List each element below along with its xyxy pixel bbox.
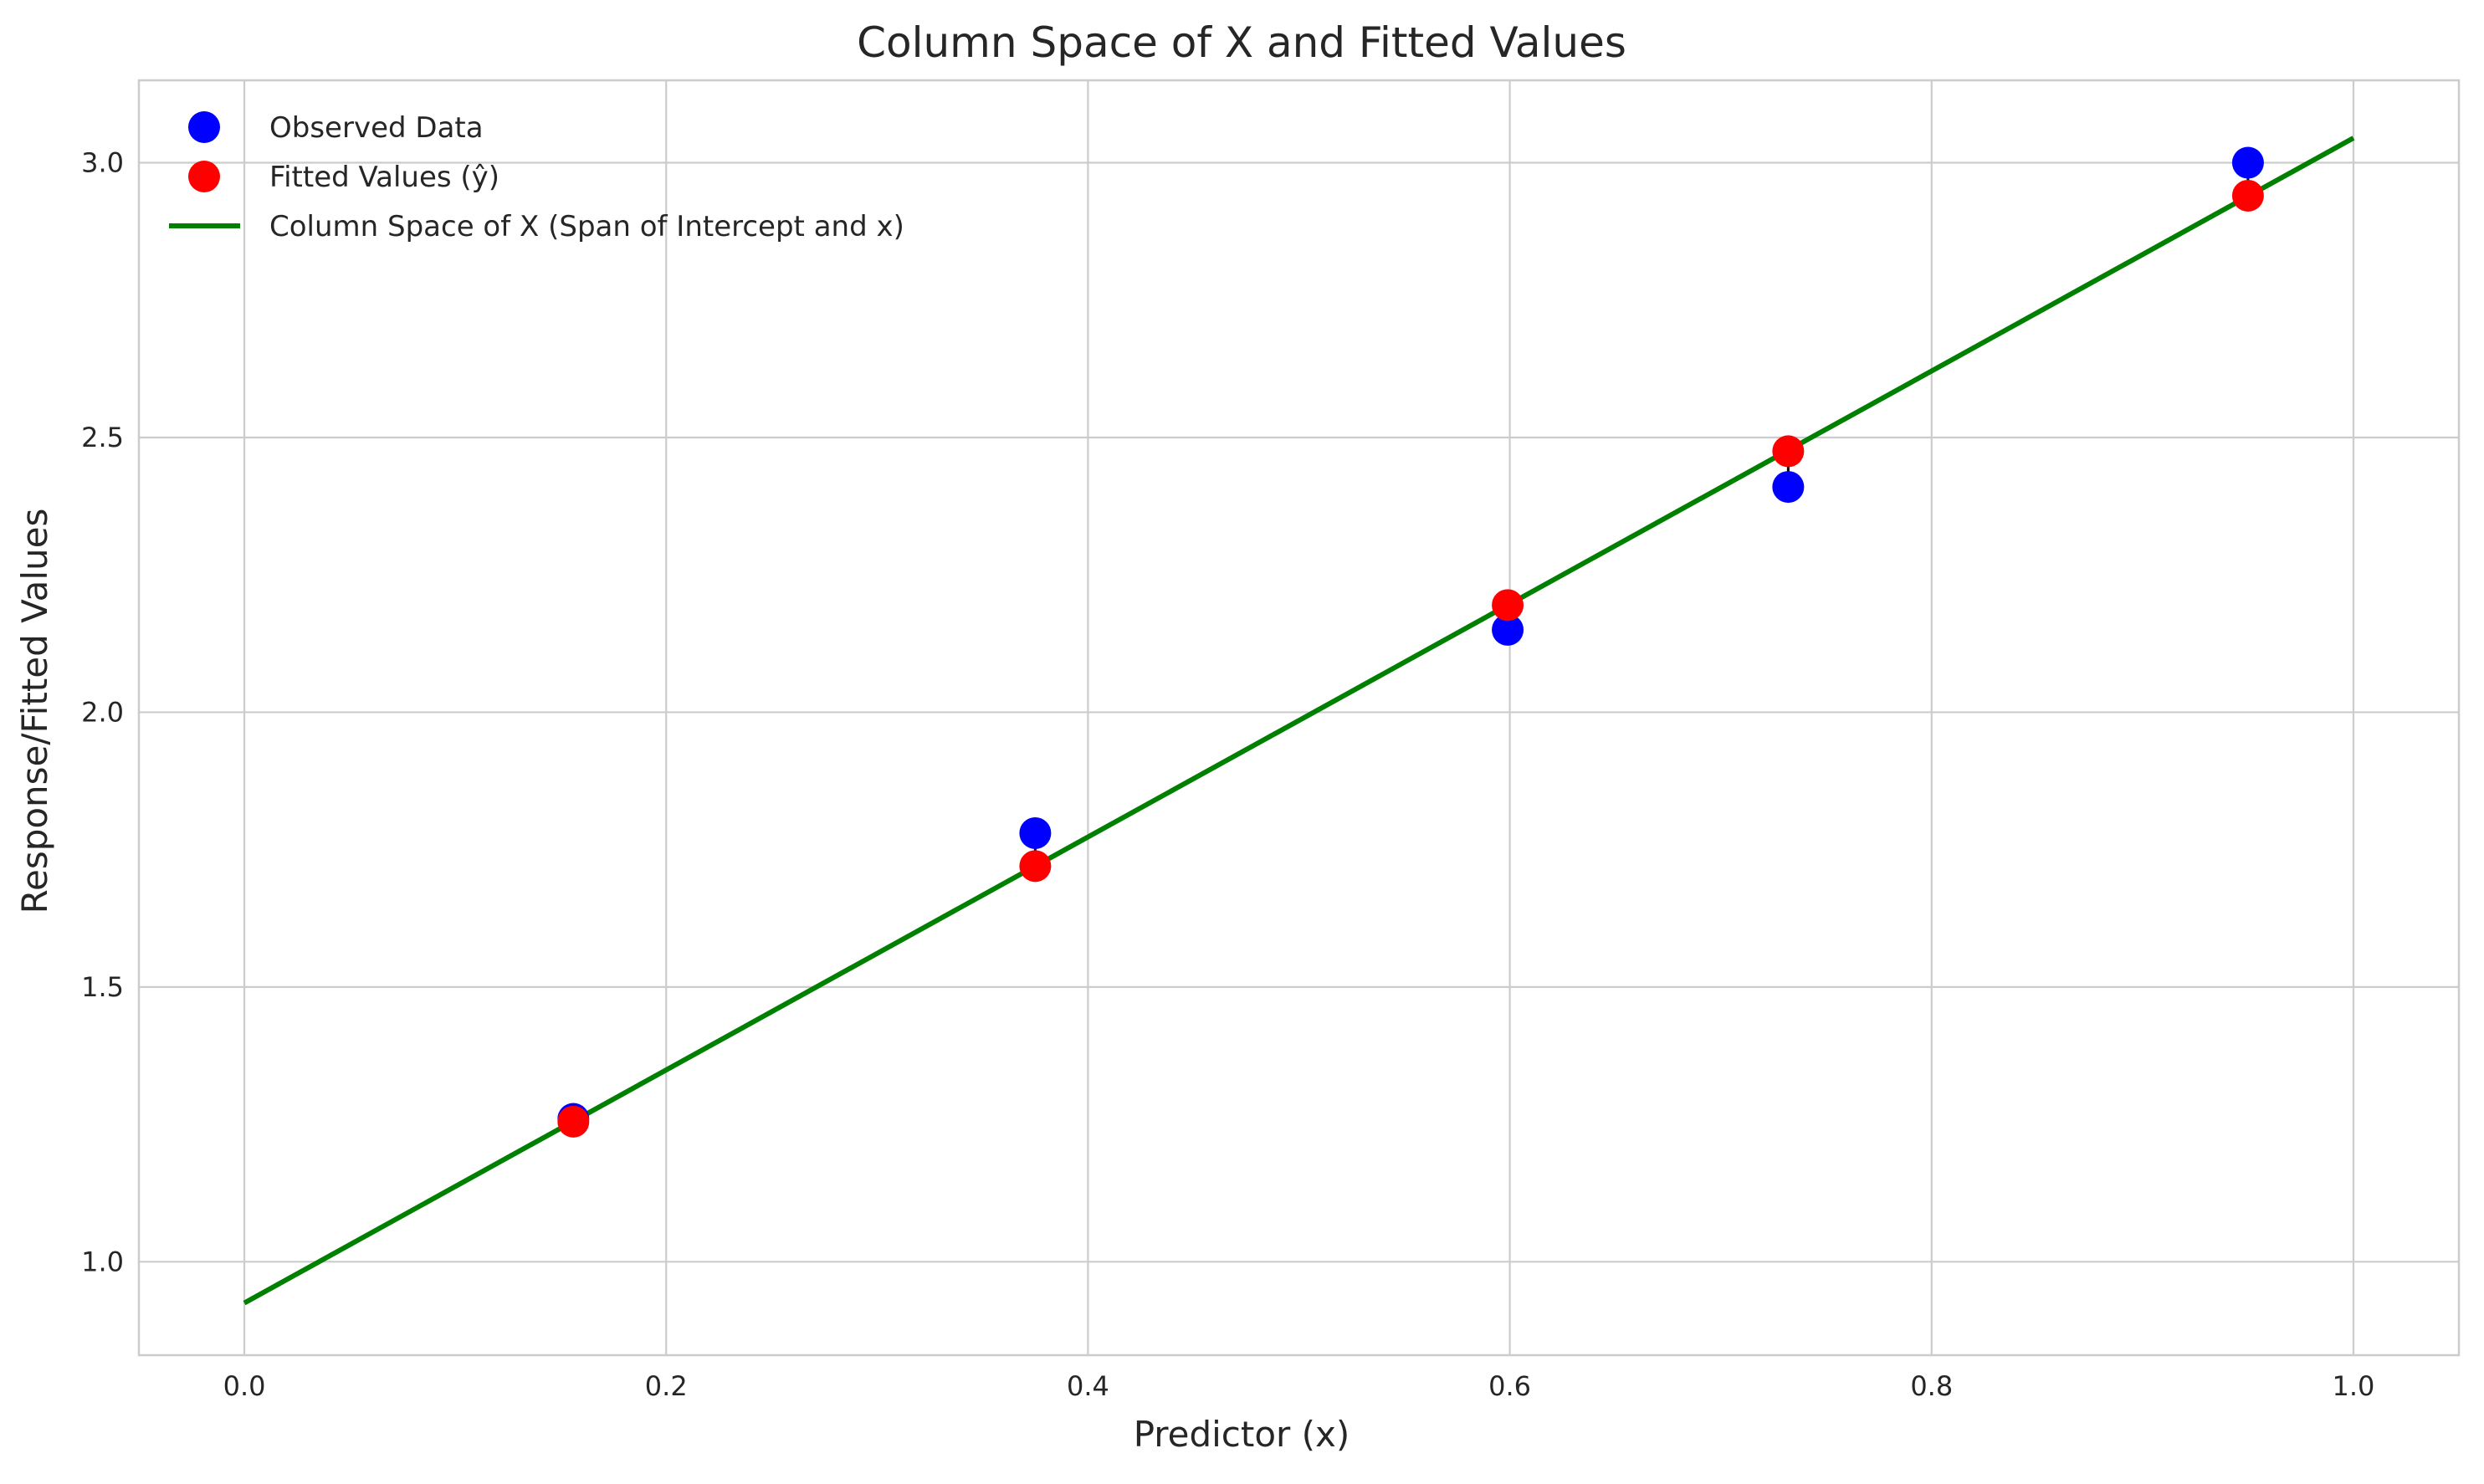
grid-layer: [139, 80, 2459, 1355]
x-tick-label: 0.2: [645, 1370, 688, 1402]
y-tick-label: 1.5: [81, 971, 124, 1003]
point-layer: [557, 146, 2264, 1138]
y-tick-label: 1.0: [81, 1246, 124, 1277]
fitted-point: [1019, 850, 1052, 883]
x-tick-label: 0.8: [1910, 1370, 1953, 1402]
observed-point: [1492, 613, 1524, 646]
tick-layer: 0.0 0.2 0.4 0.6 0.8 1.0 1.0 1.5 2.0 2.5 3.0: [81, 147, 2374, 1402]
y-axis-title: Response/Fitted Values: [14, 509, 55, 914]
y-tick-label: 3.0: [81, 147, 124, 179]
x-tick-label: 1.0: [2333, 1370, 2375, 1402]
x-axis-title: Predictor (x): [1134, 1414, 1350, 1455]
fitted-point: [2231, 179, 2264, 212]
observed-point: [1772, 471, 1805, 504]
fitted-point: [1772, 435, 1805, 468]
column-space-line: [243, 136, 2355, 1306]
x-tick-label: 0.0: [223, 1370, 266, 1402]
fitted-point: [1492, 589, 1524, 622]
line-layer: [243, 136, 2355, 1306]
legend-label-fitted: Fitted Values (ŷ): [269, 161, 499, 194]
legend-label-observed: Observed Data: [269, 111, 484, 145]
fitted-point: [557, 1105, 590, 1138]
x-tick-label: 0.4: [1067, 1370, 1109, 1402]
y-tick-label: 2.5: [81, 422, 124, 453]
legend-marker-fitted: [188, 161, 220, 192]
legend-label-span: Column Space of X (Span of Intercept and…: [269, 210, 904, 243]
x-tick-label: 0.6: [1488, 1370, 1531, 1402]
residual-layer: [571, 162, 2250, 1122]
observed-point: [1019, 816, 1052, 849]
chart-title: Column Space of X and Fitted Values: [857, 18, 1626, 67]
legend: Observed Data Fitted Values (ŷ) Column Spa…: [169, 111, 904, 243]
plot-frame: [137, 79, 2461, 1357]
y-tick-label: 2.0: [81, 696, 124, 728]
legend-marker-observed: [188, 111, 220, 143]
observed-point: [2231, 146, 2264, 179]
axes-layer: [137, 79, 2461, 1357]
